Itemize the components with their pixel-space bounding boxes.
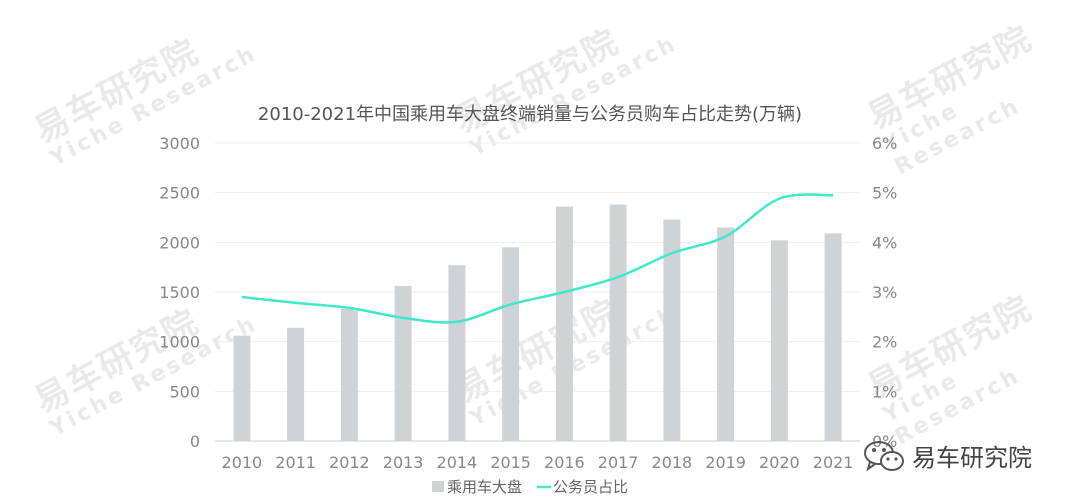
x-tick-label: 2013: [383, 453, 424, 472]
y-tick-left: 1500: [159, 283, 200, 302]
bar: [770, 240, 788, 441]
y-tick-left: 1000: [159, 333, 200, 352]
x-axis: 2010 2011 2012 2013 2014 2015 2016 2017 2018 2019…: [222, 453, 854, 472]
left-axis: 0 500 1000 1500 2000 2500 3000: [159, 134, 200, 451]
y-tick-right: 3%: [872, 283, 897, 302]
x-tick-label: 2014: [437, 453, 478, 472]
gridlines: [215, 142, 860, 442]
line-series: [241, 193, 834, 324]
line-path: [241, 193, 834, 324]
chart-title: 2010-2021年中国乘用车大盘终端销量与公务员购车占比走势(万辆): [258, 104, 802, 125]
bar: [340, 308, 358, 441]
legend-label: 公务员占比: [553, 478, 628, 496]
brand-badge: 易车研究院: [862, 438, 1032, 473]
wechat-icon: [864, 440, 904, 471]
x-tick-label: 2017: [598, 453, 639, 472]
y-tick-right: 2%: [872, 333, 897, 352]
y-tick-left: 2000: [159, 233, 200, 252]
y-tick-left: 3000: [159, 134, 200, 153]
x-tick-label: 2018: [652, 453, 693, 472]
x-tick-label: 2020: [759, 453, 800, 472]
brand-name: 易车研究院: [912, 444, 1032, 472]
bar: [502, 247, 520, 441]
bar: [555, 206, 573, 441]
bar: [394, 286, 412, 441]
bar: [287, 327, 305, 441]
x-tick-label: 2021: [813, 453, 854, 472]
y-tick-right: 5%: [872, 184, 897, 203]
bar: [448, 265, 466, 441]
y-tick-right: 4%: [872, 233, 897, 252]
bar: [663, 219, 681, 441]
y-tick-left: 0: [190, 432, 200, 451]
x-tick-label: 2016: [544, 453, 585, 472]
x-tick-label: 2015: [490, 453, 531, 472]
y-tick-left: 2500: [159, 184, 200, 203]
bar-series: [233, 204, 842, 441]
bar: [233, 335, 251, 441]
y-tick-right: 6%: [872, 134, 897, 153]
bar: [609, 204, 627, 441]
legend-label: 乘用车大盘: [447, 478, 522, 496]
bar: [824, 233, 842, 441]
x-tick-label: 2011: [275, 453, 316, 472]
legend-swatch-bar: [432, 481, 444, 492]
x-tick-label: 2010: [222, 453, 263, 472]
x-tick-label: 2019: [705, 453, 746, 472]
y-tick-right: 1%: [872, 382, 897, 401]
x-tick-label: 2012: [329, 453, 370, 472]
legend: 乘用车大盘 公务员占比: [432, 478, 628, 496]
bar: [717, 227, 735, 441]
y-tick-left: 500: [169, 382, 200, 401]
right-axis: 0%1%2%3%4%5%6%: [872, 134, 897, 451]
